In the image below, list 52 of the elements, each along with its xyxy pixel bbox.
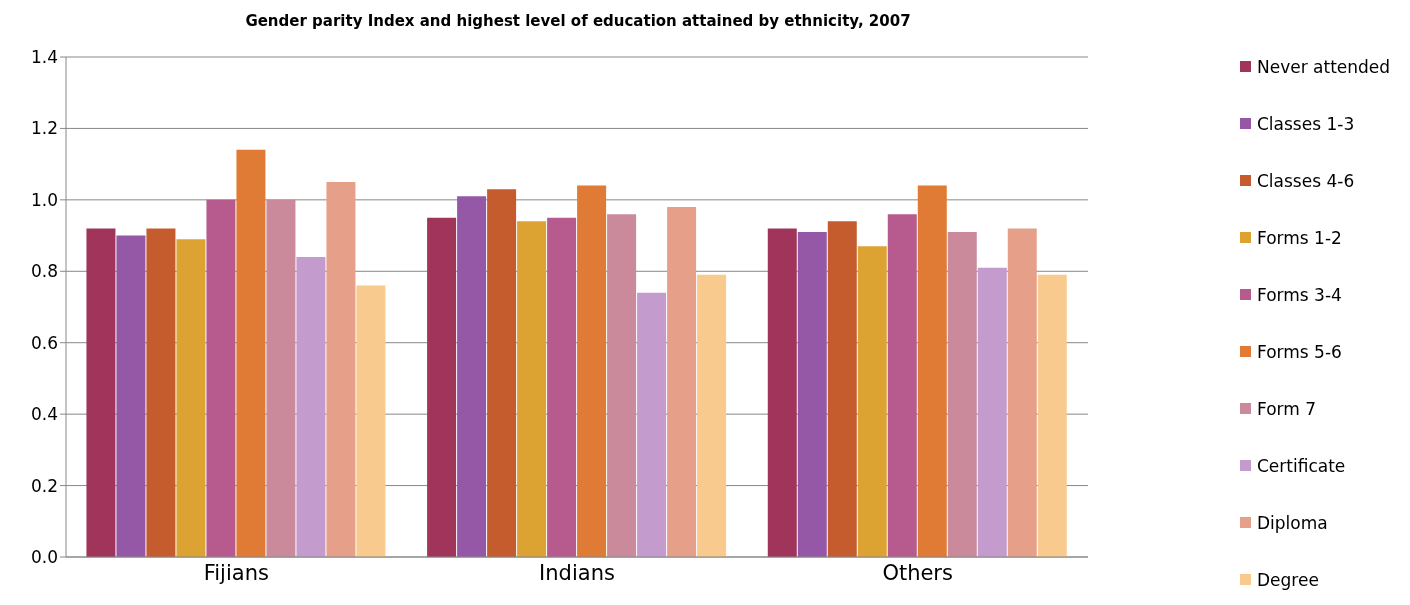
bar [236,149,266,557]
bar [427,217,457,557]
bar [517,221,547,557]
legend-label: Forms 1-2 [1257,227,1342,248]
bar [607,214,637,557]
bar [577,185,607,557]
legend-label: Classes 1-3 [1257,113,1355,134]
bar [266,199,296,557]
bar [146,228,176,557]
bar [1037,274,1067,557]
bar [637,292,667,557]
legend-label: Forms 5-6 [1257,341,1342,362]
y-tick-label: 0.4 [30,404,58,425]
legend-label: Degree [1257,569,1319,590]
bar [457,196,487,557]
legend-label: Certificate [1257,455,1346,476]
y-tick-label: 0.8 [30,261,58,282]
bar [767,228,797,557]
bar [1007,228,1037,557]
y-tick-label: 1.4 [30,47,58,68]
chart-title: Gender parity Index and highest level of education attained by ethnicity, 2007 [244,12,912,30]
bar [356,285,386,557]
y-tick-label: 1.2 [30,118,58,139]
bar [887,214,917,557]
bar [116,235,146,557]
bar [917,185,947,557]
x-tick-label: Indians [539,560,615,585]
legend-label: Classes 4-6 [1257,170,1355,191]
y-tick-label: 0.6 [30,332,58,353]
bar [206,199,236,557]
y-tick-label: 0.2 [30,475,58,496]
bar [487,189,517,557]
bar [697,274,727,557]
legend-label: Diploma [1257,512,1328,533]
y-tick-label: 1.0 [30,189,58,210]
bar [176,239,206,557]
bar [326,182,356,557]
bar [857,246,887,557]
x-tick-label: Others [882,560,953,585]
x-tick-label: Fijians [203,560,269,585]
bar [977,267,1007,557]
legend-label: Form 7 [1257,398,1317,419]
legend-label: Never attended [1257,56,1391,77]
bar [547,217,577,557]
bar [947,232,977,557]
bar [296,257,326,557]
y-tick-label: 0.0 [30,547,58,568]
bar [797,232,827,557]
bar [827,221,857,557]
legend-label: Forms 3-4 [1257,284,1342,305]
bar [86,228,116,557]
bar [667,207,697,557]
